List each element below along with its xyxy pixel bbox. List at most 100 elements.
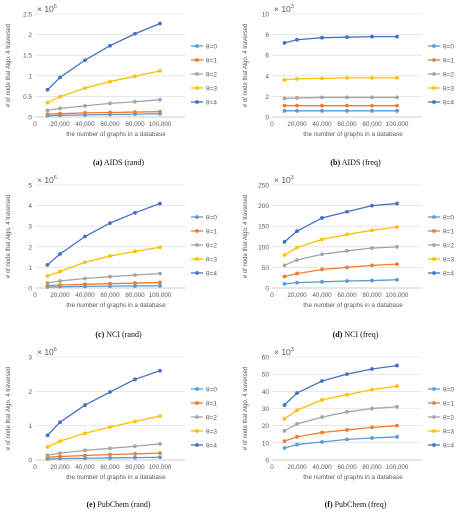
data-point: [370, 278, 374, 283]
data-point: [320, 430, 324, 435]
chart-panel: 0 2 4 6 8 10 0 20,000 40,000 60,000 80,000 100,000 ×…: [237, 0, 474, 171]
legend-marker: [432, 387, 436, 391]
y-tick-label: 3: [28, 355, 32, 362]
data-point: [370, 203, 374, 208]
series-line: [47, 246, 161, 277]
data-point: [108, 446, 112, 451]
data-point: [370, 108, 374, 113]
data-point: [295, 76, 299, 81]
series-line: [284, 385, 398, 420]
legend-marker: [195, 443, 199, 447]
scale-multiplier: × 103: [274, 4, 294, 14]
y-tick-label: 5: [28, 183, 32, 190]
data-point: [282, 274, 287, 279]
x-tick-label: 0: [33, 464, 37, 471]
legend-marker: [432, 229, 436, 233]
data-point: [370, 263, 374, 268]
data-point: [320, 237, 324, 242]
legend-label: θ=3: [443, 429, 454, 436]
x-tick-label: 40,000: [75, 121, 95, 128]
caption-tag: (a): [92, 158, 103, 167]
x-axis-label: the number of graphs in a database: [66, 474, 166, 481]
line-chart: 0 1 2 3 4 5 0 20,000 40,000 60,000 80,000 100,000 × …: [6, 175, 217, 309]
legend-marker: [195, 72, 199, 76]
data-point: [158, 68, 162, 73]
x-axis-label: the number of graphs in a database: [303, 131, 403, 138]
data-point: [282, 439, 287, 444]
data-point: [45, 108, 50, 113]
data-point: [83, 276, 87, 281]
series-line: [47, 70, 161, 104]
series-line: [47, 415, 161, 448]
data-point: [282, 263, 287, 268]
x-tick-label: 100,000: [149, 292, 172, 299]
legend-marker: [432, 243, 436, 247]
y-tick-label: 250: [258, 183, 269, 190]
data-point: [320, 279, 324, 284]
y-tick-label: 10: [262, 12, 270, 19]
data-point: [158, 271, 162, 276]
legend-marker: [195, 58, 199, 62]
data-point: [108, 390, 112, 394]
series-line: [284, 425, 398, 442]
data-point: [295, 258, 299, 262]
x-tick-label: 60,000: [337, 121, 357, 128]
series-line: [47, 202, 161, 266]
chart-panel: 0 1 2 3 4 5 0 20,000 40,000 60,000 80,000 100,000 × …: [0, 171, 237, 342]
data-point: [345, 249, 349, 253]
y-axis-label: # of node that Algo. 4 traversed: [6, 367, 12, 450]
y-tick-label: 2.5: [23, 12, 32, 19]
data-point: [295, 96, 299, 100]
data-point: [370, 34, 374, 39]
x-tick-label: 80,000: [125, 292, 145, 299]
legend-label: θ=3: [206, 257, 217, 264]
x-tick-label: 80,000: [362, 464, 382, 471]
data-point: [83, 234, 87, 239]
data-point: [83, 86, 87, 91]
y-axis-label: # of node that Algo. 4 traversed: [6, 195, 12, 278]
x-axis-label: the number of graphs in a database: [66, 302, 166, 309]
data-point: [133, 249, 137, 254]
series-line: [47, 452, 161, 458]
data-point: [370, 95, 374, 100]
data-point: [320, 35, 324, 40]
data-point: [345, 232, 349, 237]
data-point: [83, 260, 87, 265]
data-point: [345, 428, 349, 432]
legend-label: θ=2: [443, 72, 454, 79]
data-point: [108, 79, 112, 84]
data-point: [282, 428, 287, 433]
series-line: [47, 272, 161, 284]
data-point: [295, 434, 299, 439]
data-point: [320, 398, 324, 402]
data-point: [345, 279, 349, 283]
y-tick-label: 2: [265, 94, 269, 101]
legend-marker: [432, 401, 436, 405]
data-point: [158, 280, 162, 285]
data-point: [83, 103, 87, 108]
x-tick-label: 80,000: [362, 121, 382, 128]
legend-marker: [195, 44, 199, 48]
data-point: [395, 108, 399, 113]
data-point: [158, 455, 162, 460]
series-line: [284, 246, 398, 266]
data-point: [345, 392, 349, 397]
data-point: [395, 75, 399, 80]
data-point: [58, 106, 62, 111]
data-point: [58, 420, 62, 425]
data-point: [320, 252, 324, 257]
data-point: [108, 254, 112, 258]
data-point: [345, 108, 349, 113]
legend-label: θ=1: [206, 58, 217, 65]
data-point: [370, 367, 374, 371]
data-point: [83, 456, 87, 461]
x-axis-label: the number of graphs in a database: [66, 131, 166, 138]
chart-panel: 0 1 2 3 0 20,000 40,000 60,000 80,000 100,000 × 10…: [0, 343, 237, 514]
legend-label: θ=4: [443, 100, 454, 107]
data-point: [395, 363, 399, 368]
data-point: [295, 245, 299, 250]
data-point: [108, 281, 112, 286]
legend-marker: [195, 387, 199, 391]
legend-label: θ=1: [206, 401, 217, 408]
data-point: [133, 110, 137, 114]
